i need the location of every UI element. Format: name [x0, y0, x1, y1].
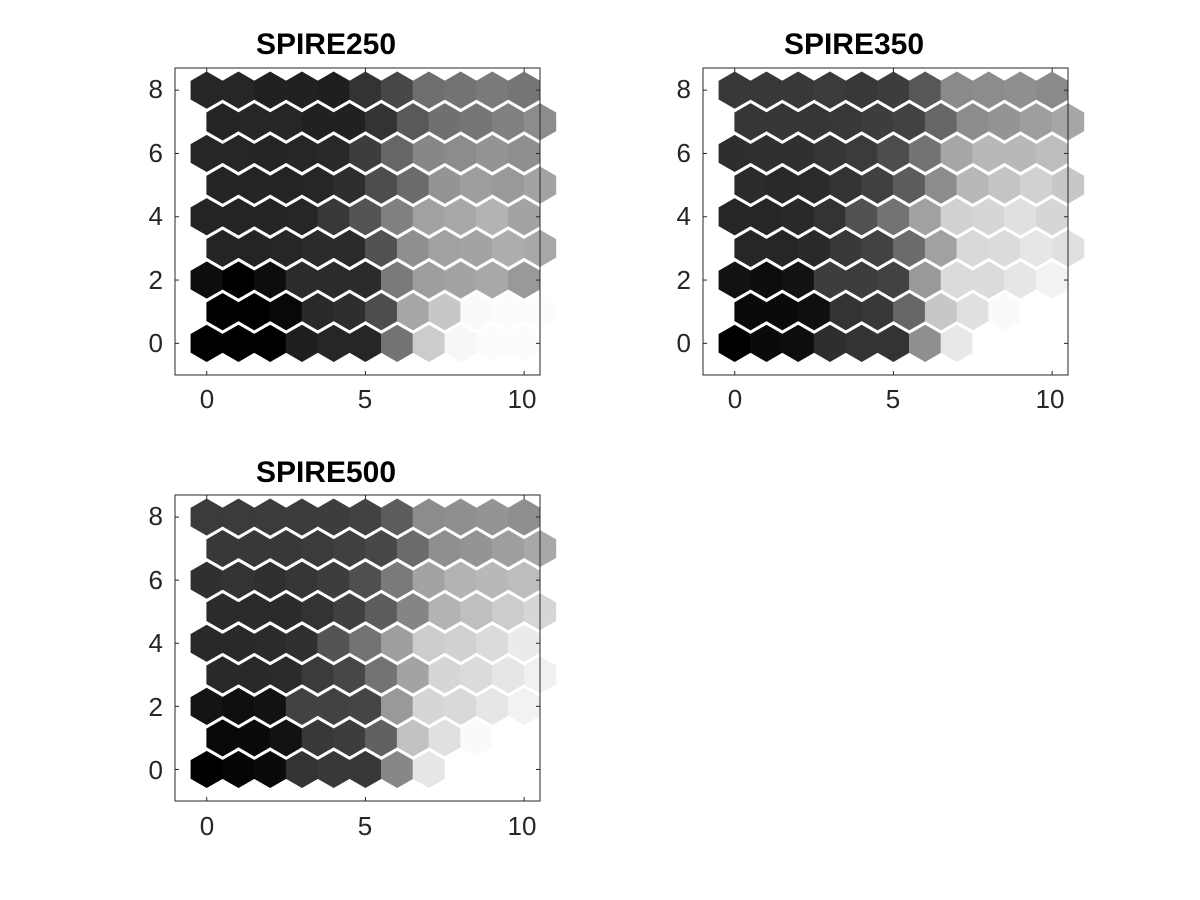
y-tick-label: 2	[677, 265, 691, 295]
x-tick-label: 5	[358, 384, 372, 414]
y-tick-label: 4	[149, 628, 163, 658]
y-tick-label: 8	[149, 74, 163, 104]
x-tick-label: 10	[508, 384, 537, 414]
y-tick-label: 2	[149, 265, 163, 295]
x-tick-label: 0	[728, 384, 742, 414]
y-tick-label: 2	[149, 692, 163, 722]
y-tick-label: 8	[149, 501, 163, 531]
y-tick-label: 4	[149, 201, 163, 231]
y-tick-label: 0	[677, 328, 691, 358]
y-tick-label: 6	[677, 138, 691, 168]
spire500-plot-area	[175, 495, 556, 801]
x-tick-label: 10	[1036, 384, 1065, 414]
y-tick-label: 8	[677, 74, 691, 104]
y-tick-label: 4	[677, 201, 691, 231]
y-tick-label: 0	[149, 328, 163, 358]
x-tick-label: 0	[200, 384, 214, 414]
y-tick-label: 0	[149, 755, 163, 785]
y-tick-label: 6	[149, 138, 163, 168]
panel-title-spire350: SPIRE350	[784, 28, 924, 61]
spire350-plot-area	[703, 68, 1084, 375]
spire250-plot-area	[175, 68, 556, 375]
x-tick-label: 5	[886, 384, 900, 414]
panel-title-spire250: SPIRE250	[256, 28, 396, 61]
x-tick-label: 0	[200, 811, 214, 841]
panel-title-spire500: SPIRE500	[256, 456, 396, 489]
x-tick-label: 5	[358, 811, 372, 841]
x-tick-label: 10	[508, 811, 537, 841]
y-tick-label: 6	[149, 565, 163, 595]
